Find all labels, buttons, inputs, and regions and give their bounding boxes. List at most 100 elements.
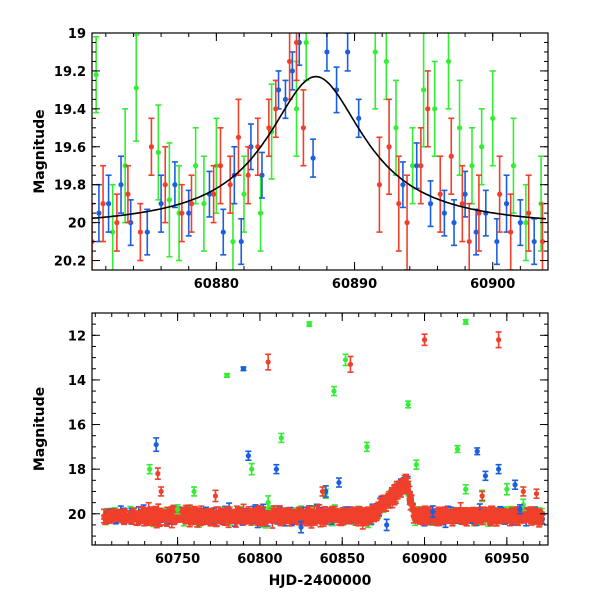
blue-point bbox=[344, 33, 351, 72]
blue-point bbox=[171, 161, 178, 209]
red-dense-point bbox=[151, 510, 158, 523]
red-dense-point bbox=[260, 511, 267, 518]
green-point bbox=[522, 183, 529, 262]
blue-point bbox=[495, 463, 502, 475]
red-dense-point bbox=[284, 507, 291, 522]
red-dense-point bbox=[359, 510, 366, 518]
red-dense-point bbox=[305, 509, 312, 520]
blue-point bbox=[245, 450, 252, 462]
red-point bbox=[210, 164, 217, 224]
green-point bbox=[445, 33, 452, 110]
green-point bbox=[306, 321, 313, 328]
red-point bbox=[376, 136, 383, 233]
x-tick-label: 60900 bbox=[470, 277, 515, 292]
blue-point bbox=[118, 155, 125, 214]
blue-point bbox=[273, 463, 280, 475]
red-dense-point bbox=[375, 506, 382, 512]
red-dense-point bbox=[207, 514, 214, 527]
green-point bbox=[478, 108, 485, 186]
top-frame bbox=[91, 32, 549, 271]
x-axis-label: HJD-2400000 bbox=[269, 573, 372, 589]
green-point bbox=[155, 104, 162, 201]
red-dense-point bbox=[236, 515, 243, 525]
blue-point bbox=[441, 189, 448, 237]
red-dense-point bbox=[250, 512, 257, 520]
red-point bbox=[475, 174, 482, 252]
blue-point bbox=[240, 366, 247, 372]
y-tick-label: 19 bbox=[68, 27, 86, 42]
green-point bbox=[462, 318, 469, 325]
green-point bbox=[330, 385, 337, 397]
red-point bbox=[319, 486, 326, 497]
red-dense-point bbox=[510, 510, 517, 516]
red-dense-point bbox=[399, 478, 406, 491]
red-point bbox=[347, 355, 354, 373]
green-point bbox=[413, 459, 420, 470]
green-point bbox=[223, 372, 230, 379]
red-dense-point bbox=[201, 511, 208, 523]
red-dense-point bbox=[412, 512, 419, 524]
bottom-frame bbox=[91, 312, 549, 546]
y-tick-label: 16 bbox=[68, 419, 86, 434]
y-tick-label: 19.8 bbox=[54, 179, 86, 194]
red-dense-point bbox=[469, 508, 476, 520]
model-curve bbox=[92, 75, 546, 220]
red-dense-point bbox=[128, 513, 135, 525]
red-point bbox=[421, 333, 428, 347]
red-point bbox=[158, 486, 165, 497]
red-point bbox=[254, 117, 261, 176]
red-point bbox=[495, 331, 502, 349]
blue-point bbox=[144, 208, 151, 256]
bottom-plot-area bbox=[101, 318, 546, 534]
green-point bbox=[248, 462, 255, 476]
green-point bbox=[166, 142, 173, 258]
red-point bbox=[235, 98, 242, 176]
red-point bbox=[178, 183, 185, 243]
red-dense-point bbox=[322, 512, 329, 518]
red-dense-point bbox=[459, 515, 466, 522]
blue-point bbox=[399, 161, 406, 209]
x-tick-label: 60950 bbox=[484, 552, 529, 567]
blue-point bbox=[275, 70, 282, 110]
blue-point bbox=[220, 208, 227, 256]
blue-point bbox=[282, 79, 289, 120]
blue-point bbox=[158, 174, 165, 233]
blue-point bbox=[512, 479, 519, 491]
blue-point bbox=[474, 447, 481, 456]
green-point bbox=[409, 127, 416, 205]
red-dense-point bbox=[191, 509, 198, 522]
green-point bbox=[489, 70, 496, 167]
red-point bbox=[113, 193, 120, 252]
x-tick-label: 60890 bbox=[332, 277, 377, 292]
red-dense-point bbox=[454, 509, 461, 524]
bottom-panel: 60750 60800 60850 60900 60950 12 14 16 18 20 Magni… bbox=[32, 312, 549, 589]
red-dense-point bbox=[463, 509, 470, 524]
blue-point bbox=[482, 470, 489, 482]
y-tick-label: 12 bbox=[68, 329, 86, 344]
blue-point bbox=[355, 98, 362, 139]
green-point bbox=[265, 495, 272, 511]
red-dense-point bbox=[278, 514, 285, 525]
red-point bbox=[265, 353, 272, 371]
green-point bbox=[520, 498, 527, 512]
green-point bbox=[278, 432, 285, 444]
red-point bbox=[227, 155, 234, 214]
green-point bbox=[174, 504, 181, 515]
red-dense-point bbox=[479, 510, 486, 522]
green-point bbox=[342, 353, 349, 367]
red-point bbox=[507, 193, 514, 270]
red-dense-point bbox=[338, 511, 345, 519]
red-point bbox=[154, 467, 161, 480]
blue-point bbox=[383, 518, 390, 532]
red-point bbox=[448, 117, 455, 195]
y-tick-label: 19.2 bbox=[54, 65, 86, 80]
green-point bbox=[191, 486, 198, 497]
blue-point bbox=[429, 505, 436, 518]
red-point bbox=[459, 164, 466, 243]
blue-point bbox=[323, 33, 330, 72]
green-point bbox=[109, 183, 116, 270]
red-dense-point bbox=[345, 508, 352, 518]
x-tick-label: 60800 bbox=[237, 552, 282, 567]
red-point bbox=[386, 98, 393, 195]
red-dense-point bbox=[495, 508, 502, 516]
